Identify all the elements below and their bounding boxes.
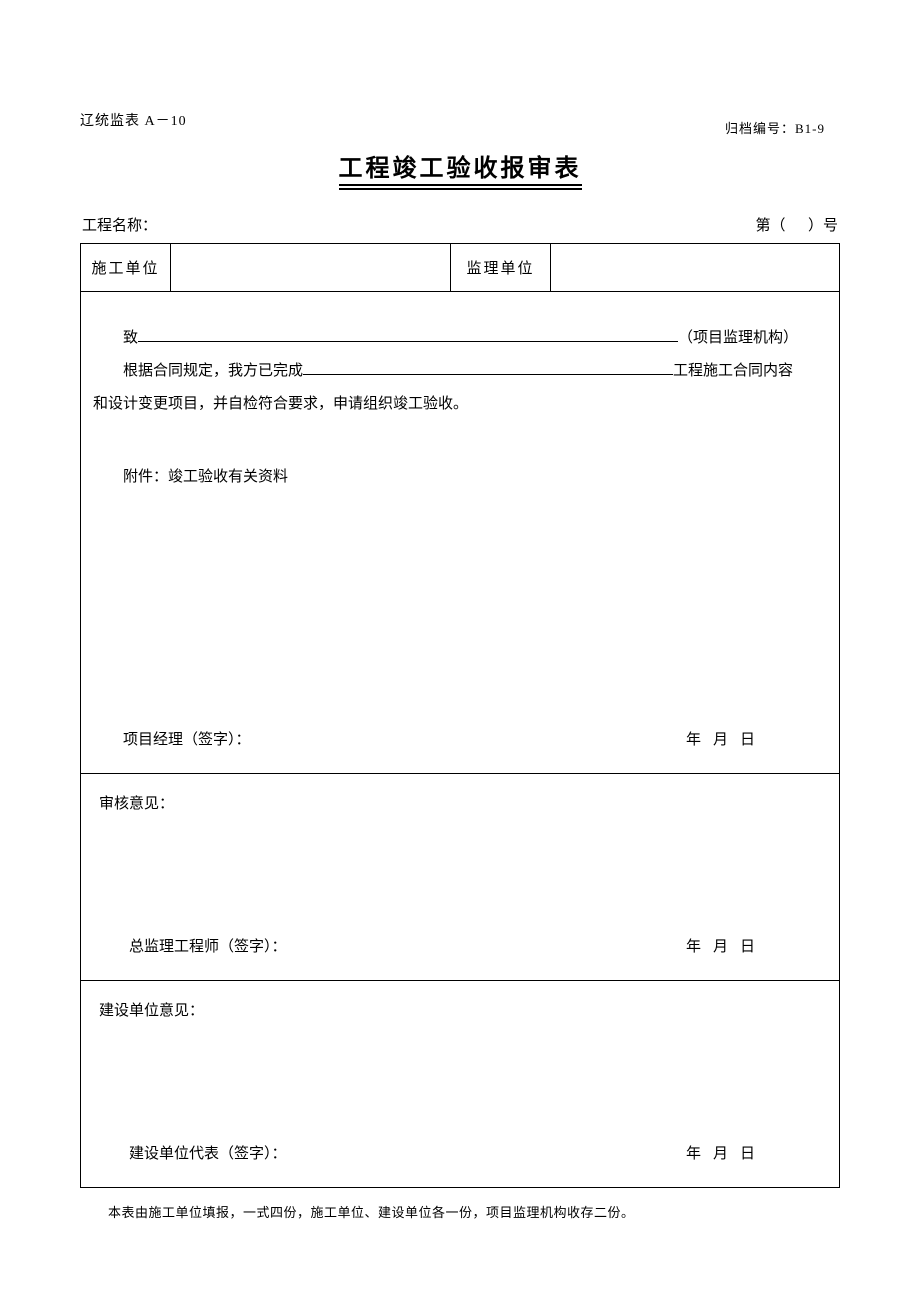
line2-suffix: 工程施工合同内容 — [673, 363, 793, 379]
owner-cell: 建设单位意见： 建设单位代表（签字）： 年月日 — [81, 981, 840, 1188]
header-row: 施工单位 监理单位 — [81, 244, 840, 292]
construction-unit-label: 施工单位 — [81, 244, 171, 292]
footer-note: 本表由施工单位填报，一式四份，施工单位、建设单位各一份，项目监理机构收存二份。 — [80, 1202, 840, 1221]
form-number: 第（ ）号 — [755, 214, 838, 235]
year-label-2: 年 — [686, 939, 713, 955]
body-row: 致 （项目监理机构） 根据合同规定，我方已完成 工程施工合同内容 和设计变更项目，并… — [81, 292, 840, 774]
day-label: 日 — [740, 732, 767, 748]
owner-row: 建设单位意见： 建设单位代表（签字）： 年月日 — [81, 981, 840, 1188]
headline-row: 工程名称： 第（ ）号 — [80, 214, 840, 235]
supervision-unit-value — [551, 244, 840, 292]
to-suffix: （项目监理机构） — [678, 330, 798, 346]
project-name-label: 工程名称： — [82, 214, 157, 235]
year-label-3: 年 — [686, 1146, 713, 1162]
spacer-mid-2 — [99, 1028, 827, 1128]
body-cell: 致 （项目监理机构） 根据合同规定，我方已完成 工程施工合同内容 和设计变更项目，并… — [81, 292, 840, 774]
day-label-2: 日 — [740, 939, 767, 955]
spacer-big — [93, 494, 827, 714]
year-label: 年 — [686, 732, 713, 748]
engineer-sig-label: 总监理工程师（签字）： — [129, 931, 287, 964]
number-prefix: 第（ — [755, 218, 785, 234]
owner-sig-label: 建设单位代表（签字）： — [129, 1138, 287, 1171]
month-label-2: 月 — [713, 939, 740, 955]
date-group-2: 年月日 — [686, 931, 767, 964]
line2-prefix: 根据合同规定，我方已完成 — [123, 363, 303, 379]
completion-line-2: 和设计变更项目，并自检符合要求，申请组织竣工验收。 — [93, 388, 827, 421]
month-label: 月 — [713, 732, 740, 748]
review-row: 审核意见： 总监理工程师（签字）： 年月日 — [81, 774, 840, 981]
contract-blank — [303, 374, 673, 375]
title-text: 工程竣工验收报审表 — [339, 148, 582, 186]
pm-sig-label: 项目经理（签字）： — [123, 724, 251, 757]
date-group-3: 年月日 — [686, 1138, 767, 1171]
owner-label: 建设单位意见： — [99, 995, 827, 1028]
completion-line-1: 根据合同规定，我方已完成 工程施工合同内容 — [93, 355, 827, 388]
engineer-signature-row: 总监理工程师（签字）： 年月日 — [99, 931, 827, 964]
day-label-3: 日 — [740, 1146, 767, 1162]
spacer — [93, 421, 827, 461]
date-group: 年月日 — [686, 724, 767, 757]
month-label-3: 月 — [713, 1146, 740, 1162]
construction-unit-value — [171, 244, 451, 292]
supervision-unit-label: 监理单位 — [451, 244, 551, 292]
review-cell: 审核意见： 总监理工程师（签字）： 年月日 — [81, 774, 840, 981]
number-suffix: ）号 — [808, 218, 838, 234]
pm-signature-row: 项目经理（签字）： 年月日 — [93, 724, 827, 757]
main-form-table: 施工单位 监理单位 致 （项目监理机构） 根据合同规定，我方已完成 工程施工合同内容… — [80, 243, 840, 1188]
to-label: 致 — [123, 330, 138, 346]
attachment-line: 附件：竣工验收有关资料 — [93, 461, 827, 494]
spacer-mid — [99, 821, 827, 921]
to-blank — [138, 341, 678, 342]
form-title: 工程竣工验收报审表 — [80, 148, 840, 190]
to-line: 致 （项目监理机构） — [93, 322, 827, 355]
review-label: 审核意见： — [99, 788, 827, 821]
owner-signature-row: 建设单位代表（签字）： 年月日 — [99, 1138, 827, 1171]
archive-number: 归档编号：B1-9 — [725, 118, 825, 137]
